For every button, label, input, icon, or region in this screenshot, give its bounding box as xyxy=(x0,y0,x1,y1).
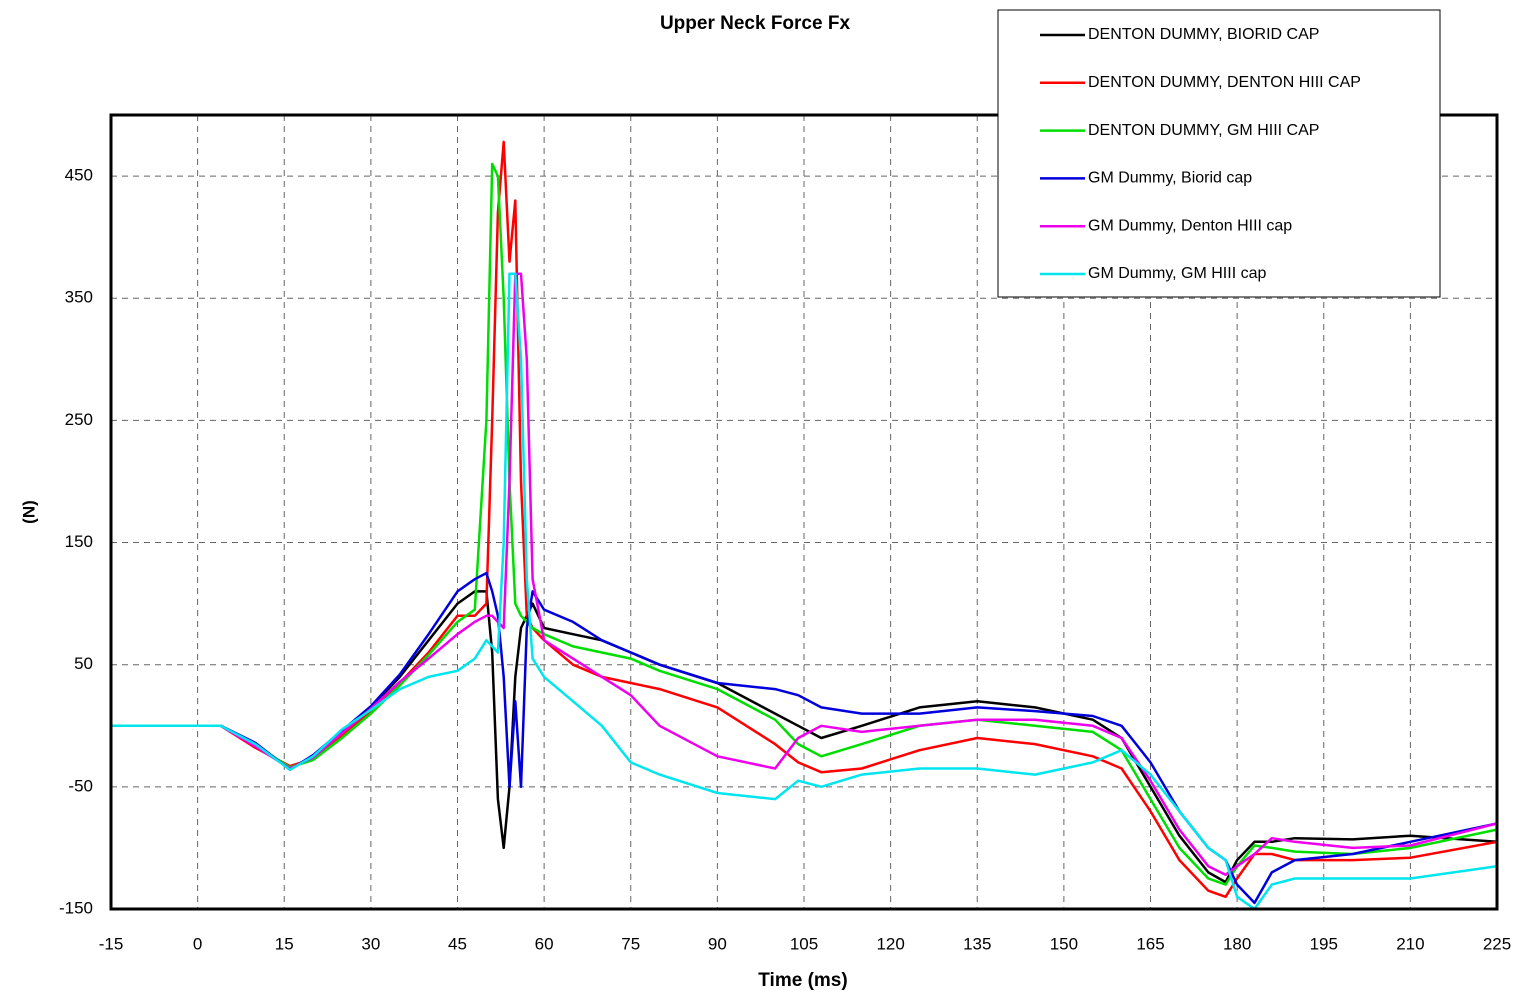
x-tick-label: 105 xyxy=(790,934,818,953)
data-line xyxy=(111,272,1497,877)
legend-label: GM Dummy, GM HIII cap xyxy=(1088,265,1266,282)
x-tick-label: 75 xyxy=(621,934,640,953)
y-tick-label: 50 xyxy=(74,654,93,673)
x-tick-label: -15 xyxy=(99,934,124,953)
x-tick-label: 90 xyxy=(708,934,727,953)
x-tick-label: 210 xyxy=(1396,934,1424,953)
legend-label: GM Dummy, Denton HIII cap xyxy=(1088,217,1292,234)
x-tick-label: 120 xyxy=(876,934,904,953)
x-tick-label: 135 xyxy=(963,934,991,953)
x-tick-label: 15 xyxy=(275,934,294,953)
y-tick-label: -50 xyxy=(68,776,93,795)
x-tick-label: 225 xyxy=(1483,934,1511,953)
y-tick-label: 150 xyxy=(65,532,93,551)
x-tick-label: 165 xyxy=(1136,934,1164,953)
y-tick-label: 450 xyxy=(65,166,93,185)
y-axis-label: (N) xyxy=(19,500,38,524)
legend-box xyxy=(997,9,1441,298)
x-tick-label: 30 xyxy=(361,934,380,953)
data-line xyxy=(111,272,1497,909)
chart-title: Upper Neck Force Fx xyxy=(660,13,850,34)
x-axis-label: Time (ms) xyxy=(758,970,847,991)
x-tick-label: 195 xyxy=(1310,934,1338,953)
legend-label: GM Dummy, Biorid cap xyxy=(1088,170,1252,187)
x-tick-label: 45 xyxy=(448,934,467,953)
y-tick-label: 250 xyxy=(65,410,93,429)
legend-label: DENTON DUMMY, BIORID CAP xyxy=(1088,26,1319,43)
x-tick-label: 180 xyxy=(1223,934,1251,953)
legend-label: DENTON DUMMY, GM HIII CAP xyxy=(1088,122,1319,139)
plot-border xyxy=(109,113,1499,911)
x-tick-label: 150 xyxy=(1050,934,1078,953)
y-tick-label: 350 xyxy=(65,288,93,307)
y-tick-label: -150 xyxy=(59,898,93,917)
x-tick-label: 60 xyxy=(535,934,554,953)
x-tick-label: 0 xyxy=(193,934,202,953)
legend-label: DENTON DUMMY, DENTON HIII CAP xyxy=(1088,74,1361,91)
